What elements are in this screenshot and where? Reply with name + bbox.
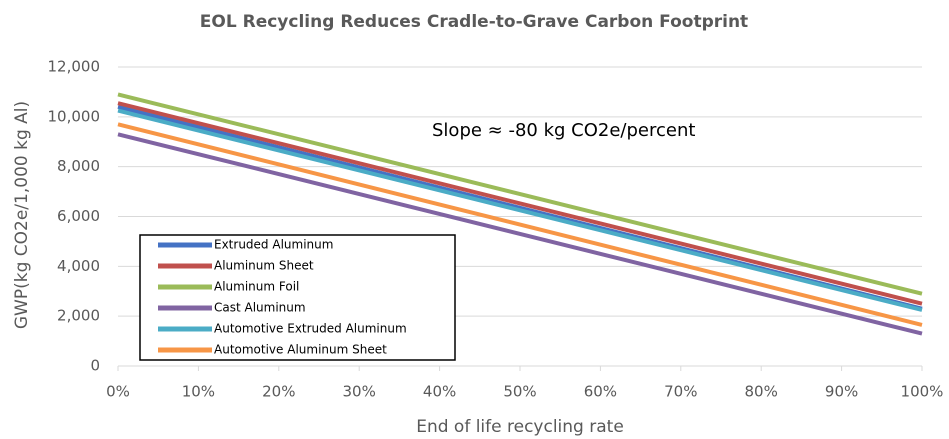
- y-tick-label: 0: [90, 357, 100, 375]
- y-tick-label: 4,000: [57, 257, 100, 275]
- chart-title: EOL Recycling Reduces Cradle-to-Grave Ca…: [200, 12, 748, 32]
- x-tick-label: 80%: [745, 383, 778, 401]
- series-line: [117, 122, 923, 327]
- legend-label: Cast Aluminum: [214, 301, 306, 315]
- series-line: [117, 108, 923, 312]
- series-line: [117, 92, 923, 296]
- series-line: [117, 101, 923, 306]
- x-tick-label: 20%: [262, 383, 295, 401]
- y-tick-label: 6,000: [57, 207, 100, 225]
- legend-box: [139, 234, 456, 361]
- x-tick-label: 50%: [503, 383, 536, 401]
- legend-label: Aluminum Foil: [214, 280, 299, 294]
- x-tick-label: 60%: [584, 383, 617, 401]
- x-tick-label: 70%: [664, 383, 697, 401]
- y-tick-label: 10,000: [48, 107, 101, 125]
- x-axis-label: End of life recycling rate: [416, 417, 624, 437]
- annotation: Slope ≈ -80 kg CO2e/percent: [432, 120, 695, 141]
- y-tick-label: 12,000: [48, 58, 101, 76]
- x-tick-label: 100%: [901, 383, 944, 401]
- legend-label: Extruded Aluminum: [214, 238, 333, 252]
- legend-label: Automotive Extruded Aluminum: [214, 322, 407, 336]
- x-tick-label: 10%: [182, 383, 215, 401]
- y-tick-label: 2,000: [57, 307, 100, 325]
- y-axis-label: GWP(kg CO2e/1,000 kg Al): [12, 101, 32, 329]
- x-tick-label: 0%: [106, 383, 130, 401]
- y-tick-label: 8,000: [57, 157, 100, 175]
- legend-label: Aluminum Sheet: [214, 259, 314, 273]
- x-tick-label: 30%: [343, 383, 376, 401]
- legend-label: Automotive Aluminum Sheet: [214, 343, 387, 357]
- x-tick-label: 40%: [423, 383, 456, 401]
- x-tick-label: 90%: [825, 383, 858, 401]
- series-line: [117, 132, 923, 336]
